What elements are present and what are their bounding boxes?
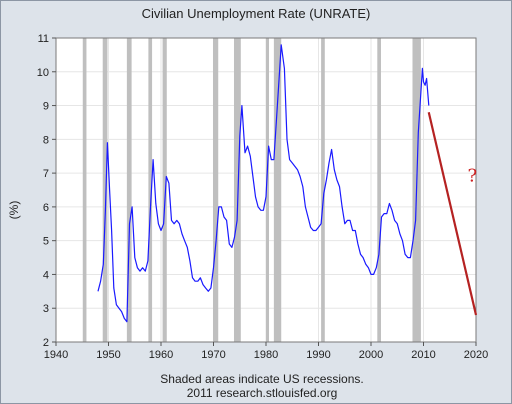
x-tick-label: 1980	[254, 349, 278, 361]
y-tick-label: 8	[43, 134, 49, 146]
x-tick-label: 1970	[201, 349, 225, 361]
x-tick-label: 1950	[96, 349, 120, 361]
recession-band	[212, 38, 219, 342]
series-line-unemployment	[97, 44, 430, 323]
y-tick-label: 2	[43, 337, 49, 349]
recession-band	[273, 38, 282, 342]
x-tick-label: 2020	[464, 349, 488, 361]
recession-band	[102, 38, 108, 342]
footnote-source: 2011 research.stlouisfed.org	[187, 386, 338, 400]
y-tick-label: 6	[43, 202, 49, 214]
y-tick-label: 10	[37, 67, 49, 79]
x-tick-label: 2000	[359, 349, 383, 361]
y-axis-label: (%)	[7, 201, 21, 220]
y-tick-label: 4	[43, 269, 49, 281]
recession-band	[126, 38, 132, 342]
annotation-question-mark: ?	[467, 166, 477, 187]
recession-band	[148, 38, 153, 342]
recession-band	[377, 38, 381, 342]
plot-area: ? 1940 1950 1960 1970 1980 1990 2000 2010 2020 2 3 4…	[37, 33, 488, 361]
x-tick-label: 1940	[44, 349, 68, 361]
x-tick-label: 2010	[411, 349, 435, 361]
y-tick-label: 3	[43, 303, 49, 315]
projection-line	[427, 112, 478, 316]
recession-band	[321, 38, 325, 342]
y-tick-label: 5	[43, 236, 49, 248]
y-tick-label: 7	[43, 168, 49, 180]
recession-band	[162, 38, 167, 342]
recession-band	[82, 38, 87, 342]
recession-band	[233, 38, 241, 342]
chart-title: Civilian Unemployment Rate (UNRATE)	[142, 6, 371, 21]
y-tick-label: 11	[38, 33, 49, 45]
footnote-recessions: Shaded areas indicate US recessions.	[160, 372, 363, 386]
x-tick-label: 1990	[306, 349, 330, 361]
x-tick-label: 1960	[149, 349, 173, 361]
y-tick-label: 9	[43, 101, 49, 113]
recession-band	[266, 38, 269, 342]
